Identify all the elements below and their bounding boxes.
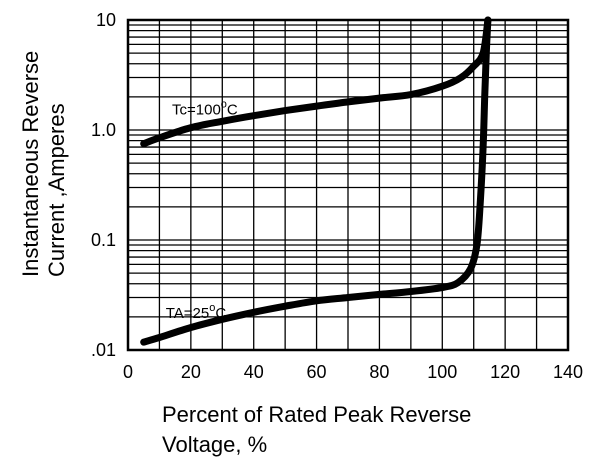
x-tick-label: 100 <box>427 362 457 382</box>
series-line-tc-100c <box>140 16 492 148</box>
grid <box>128 20 568 350</box>
plot-frame <box>126 18 570 352</box>
y-tick-label: 10 <box>96 10 116 30</box>
x-tick-label: 140 <box>553 362 583 382</box>
y-tick-label: .01 <box>91 340 116 360</box>
series-label-ta-25c: TA=25oC <box>166 302 227 322</box>
x-axis-title-line-1: Percent of Rated Peak Reverse <box>162 402 471 427</box>
x-tick-label: 120 <box>490 362 520 382</box>
series-layer: Tc=100oC TA=25oC <box>140 16 492 346</box>
x-tick-label: 60 <box>307 362 327 382</box>
x-tick-label: 80 <box>369 362 389 382</box>
x-tick-label: 0 <box>123 362 133 382</box>
tick-labels: 0 20 40 60 80 100 120 140 .01 0.1 1.0 10 <box>91 10 583 382</box>
y-tick-label: 1.0 <box>91 120 116 140</box>
x-tick-label: 40 <box>244 362 264 382</box>
y-axis-title-line-2: Current ,Amperes <box>44 103 69 277</box>
x-axis-title-line-2: Voltage, % <box>162 432 267 457</box>
series-line-ta-25c <box>140 16 492 346</box>
y-axis-title-line-1: Instantaneous Reverse <box>18 51 43 277</box>
x-tick-label: 20 <box>181 362 201 382</box>
series-label-tc-100c: Tc=100oC <box>172 99 238 119</box>
y-tick-label: 0.1 <box>91 230 116 250</box>
